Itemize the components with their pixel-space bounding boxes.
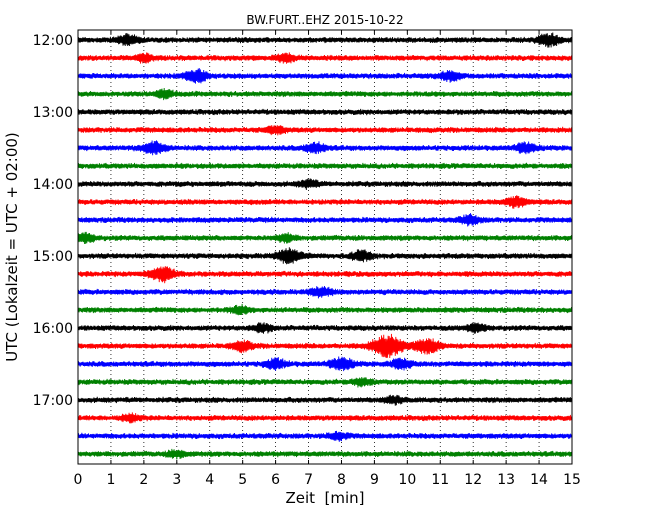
seismic-trace-1645 [77,377,573,388]
x-tick-label: 9 [370,472,379,488]
seismic-trace-1330 [77,140,573,156]
plot-frame [77,29,573,465]
seismic-trace-1315 [77,125,573,136]
x-tick-label: 15 [563,472,581,488]
seismic-trace-1730 [77,430,573,442]
x-tick-label: 6 [271,472,280,488]
seismic-trace-1430 [77,213,573,227]
y-tick-label: 13:00 [33,105,73,121]
y-tick-label: 15:00 [33,249,73,265]
seismic-trace-1445 [77,231,573,245]
x-tick-label: 10 [398,472,416,488]
x-tick-label: 3 [172,472,181,488]
x-tick-label: 0 [74,472,83,488]
y-tick-label: 12:00 [33,33,73,49]
seismic-trace-1700 [77,394,573,406]
y-tick-label: 17:00 [33,393,73,409]
x-tick-label: 5 [238,472,247,488]
grid [110,30,540,464]
seismic-trace-1215 [77,52,573,64]
y-axis-label: UTC (Lokalzeit = UTC + 02:00) [3,132,21,362]
chart-title: BW.FURT..EHZ 2015-10-22 [246,13,403,27]
seismic-trace-1200 [77,32,573,48]
y-tick-label: 16:00 [33,321,73,337]
seismic-trace-1415 [77,195,573,209]
seismic-trace-1715 [77,412,573,424]
seismic-trace-1630 [77,356,573,372]
seismic-trace-1230 [77,68,573,84]
seismic-trace-1545 [77,303,573,316]
x-tick-label: 13 [497,472,515,488]
y-axis-ticks: 12:00 13:00 14:00 15:00 16:00 17:00 [33,33,572,409]
x-tick-label: 4 [205,472,214,488]
x-axis-ticks: 0 1 2 3 4 5 6 7 8 9 10 11 12 13 14 15 [74,30,581,488]
x-tick-label: 14 [530,472,548,488]
seismic-trace-1245 [77,87,573,101]
x-tick-label: 2 [139,472,148,488]
x-tick-label: 11 [431,472,449,488]
seismic-trace-1345 [77,162,573,170]
seismic-trace-1515 [77,266,573,284]
x-tick-label: 8 [337,472,346,488]
seismic-trace-1745 [77,448,573,460]
x-tick-label: 1 [106,472,115,488]
seismic-trace-1600 [77,322,573,334]
seismic-trace-1530 [77,286,573,299]
traces [77,32,573,460]
seismic-trace-1615 [77,333,573,359]
seismic-trace-1300 [77,108,573,116]
x-tick-label: 12 [464,472,482,488]
x-axis-label: Zeit [min] [285,489,364,507]
x-tick-label: 7 [304,472,313,488]
seismic-trace-1400 [77,178,573,191]
seismic-trace-1500 [77,247,573,265]
y-tick-label: 14:00 [33,177,73,193]
